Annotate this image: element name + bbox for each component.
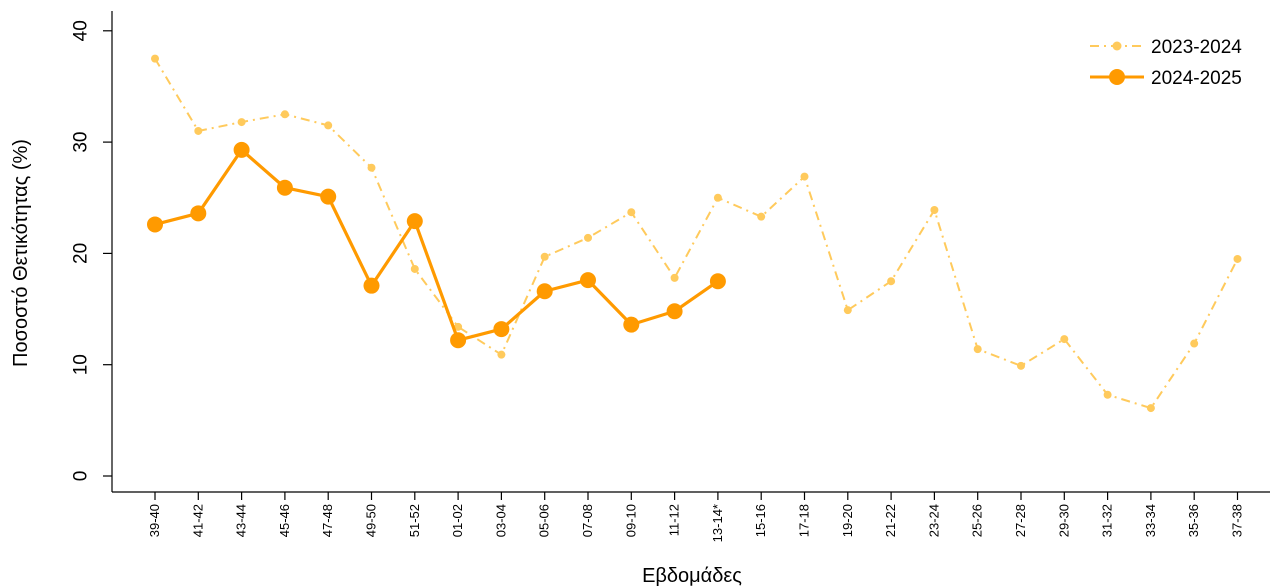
x-tick-label: 21-22 <box>883 504 898 537</box>
y-axis-title: Ποσοστό Θετικότητας (%) <box>10 139 32 367</box>
data-point-2023-2024-09-10 <box>627 208 636 217</box>
y-ticks: 0 10 20 30 40 <box>71 20 112 481</box>
data-point-2023-2024-03-04 <box>497 350 506 359</box>
series-layer <box>147 54 1242 413</box>
x-tick-label: 27-28 <box>1013 504 1028 537</box>
x-axis-title: Εβδομάδες <box>642 565 742 587</box>
y-tick-label: 0 <box>71 471 92 482</box>
data-point-2023-2024-19-20 <box>843 306 852 315</box>
data-point-2024-2025-01-02 <box>450 332 467 349</box>
data-point-2023-2024-05-06 <box>540 252 549 261</box>
y-tick-label: 30 <box>71 132 92 153</box>
data-point-2024-2025-05-06 <box>536 283 553 300</box>
data-point-2023-2024-15-16 <box>757 212 766 221</box>
data-point-2024-2025-43-44 <box>233 141 250 158</box>
x-tick-label: 15-16 <box>753 504 768 537</box>
legend-marker-2023-2024 <box>1112 41 1122 51</box>
data-point-2023-2024-01-02 <box>454 322 463 331</box>
y-tick-label: 40 <box>71 20 92 41</box>
x-tick-label: 47-48 <box>320 504 335 537</box>
data-point-2023-2024-33-34 <box>1146 404 1155 413</box>
data-point-2023-2024-23-24 <box>930 205 939 214</box>
x-ticks: 39-40 41-42 43-44 45-46 47-48 49-50 51-52 01-02… <box>147 492 1245 542</box>
x-tick-label: 03-04 <box>493 504 508 537</box>
series-line-2023-2024 <box>154 58 1239 410</box>
y-tick-label: 20 <box>71 243 92 264</box>
data-point-2023-2024-31-32 <box>1103 390 1112 399</box>
data-point-2023-2024-27-28 <box>1017 361 1025 370</box>
data-point-2023-2024-41-42 <box>194 126 203 135</box>
x-tick-label: 31-32 <box>1100 504 1115 537</box>
x-tick-label: 37-38 <box>1230 504 1245 537</box>
y-tick-label: 10 <box>71 354 92 375</box>
x-tick-label: 41-42 <box>190 504 205 537</box>
x-tick-label: 35-36 <box>1186 504 1201 537</box>
data-point-2024-2025-03-04 <box>493 321 510 338</box>
data-point-2023-2024-07-08 <box>584 233 592 242</box>
data-point-2023-2024-29-30 <box>1060 335 1069 344</box>
legend: 2023-2024 2024-2025 <box>1090 37 1242 89</box>
data-point-2024-2025-49-50 <box>363 277 380 294</box>
x-tick-label: 51-52 <box>407 504 422 537</box>
x-tick-label: 05-06 <box>537 504 552 537</box>
x-tick-label: 01-02 <box>450 504 465 537</box>
x-tick-label: 09-10 <box>623 504 638 537</box>
data-point-2023-2024-43-44 <box>237 118 246 127</box>
legend-label-2023-2024: 2023-2024 <box>1151 37 1242 58</box>
data-point-2023-2024-39-40 <box>151 54 159 63</box>
data-point-2023-2024-13-14* <box>713 193 722 202</box>
data-point-2023-2024-51-52 <box>410 264 419 273</box>
x-tick-label: 13-14* <box>710 504 725 542</box>
data-point-2023-2024-47-48 <box>324 121 333 130</box>
data-point-2024-2025-47-48 <box>320 188 337 205</box>
x-tick-label: 23-24 <box>926 504 941 537</box>
x-tick-label: 45-46 <box>277 504 292 537</box>
series-line-2024-2025 <box>154 148 719 342</box>
data-point-2023-2024-37-38 <box>1233 254 1242 263</box>
data-point-2023-2024-49-50 <box>367 163 376 172</box>
data-point-2024-2025-13-14* <box>709 273 726 290</box>
data-point-2023-2024-25-26 <box>973 345 982 354</box>
data-point-2023-2024-35-36 <box>1190 339 1199 348</box>
data-point-2024-2025-11-12 <box>666 303 683 320</box>
legend-marker-2024-2025 <box>1109 69 1125 85</box>
x-tick-label: 19-20 <box>840 504 855 537</box>
x-tick-label: 33-34 <box>1143 504 1158 537</box>
x-tick-label: 17-18 <box>797 504 812 537</box>
x-tick-label: 25-26 <box>970 504 985 537</box>
x-tick-label: 07-08 <box>580 504 595 537</box>
x-tick-label: 29-30 <box>1056 504 1071 537</box>
x-tick-label: 11-12 <box>667 504 682 536</box>
data-point-2024-2025-39-40 <box>147 216 163 233</box>
data-point-2024-2025-07-08 <box>580 272 596 289</box>
data-point-2023-2024-45-46 <box>280 110 289 119</box>
data-point-2023-2024-11-12 <box>670 273 679 282</box>
data-point-2024-2025-09-10 <box>623 316 640 333</box>
x-tick-label: 39-40 <box>147 504 162 537</box>
data-point-2024-2025-41-42 <box>190 205 207 222</box>
legend-label-2024-2025: 2024-2025 <box>1151 68 1242 89</box>
data-point-2023-2024-21-22 <box>887 277 896 286</box>
x-tick-label: 43-44 <box>234 504 249 537</box>
data-point-2024-2025-45-46 <box>276 179 293 196</box>
x-tick-label: 49-50 <box>364 504 379 537</box>
data-point-2023-2024-17-18 <box>800 172 809 181</box>
data-point-2024-2025-51-52 <box>406 213 423 230</box>
